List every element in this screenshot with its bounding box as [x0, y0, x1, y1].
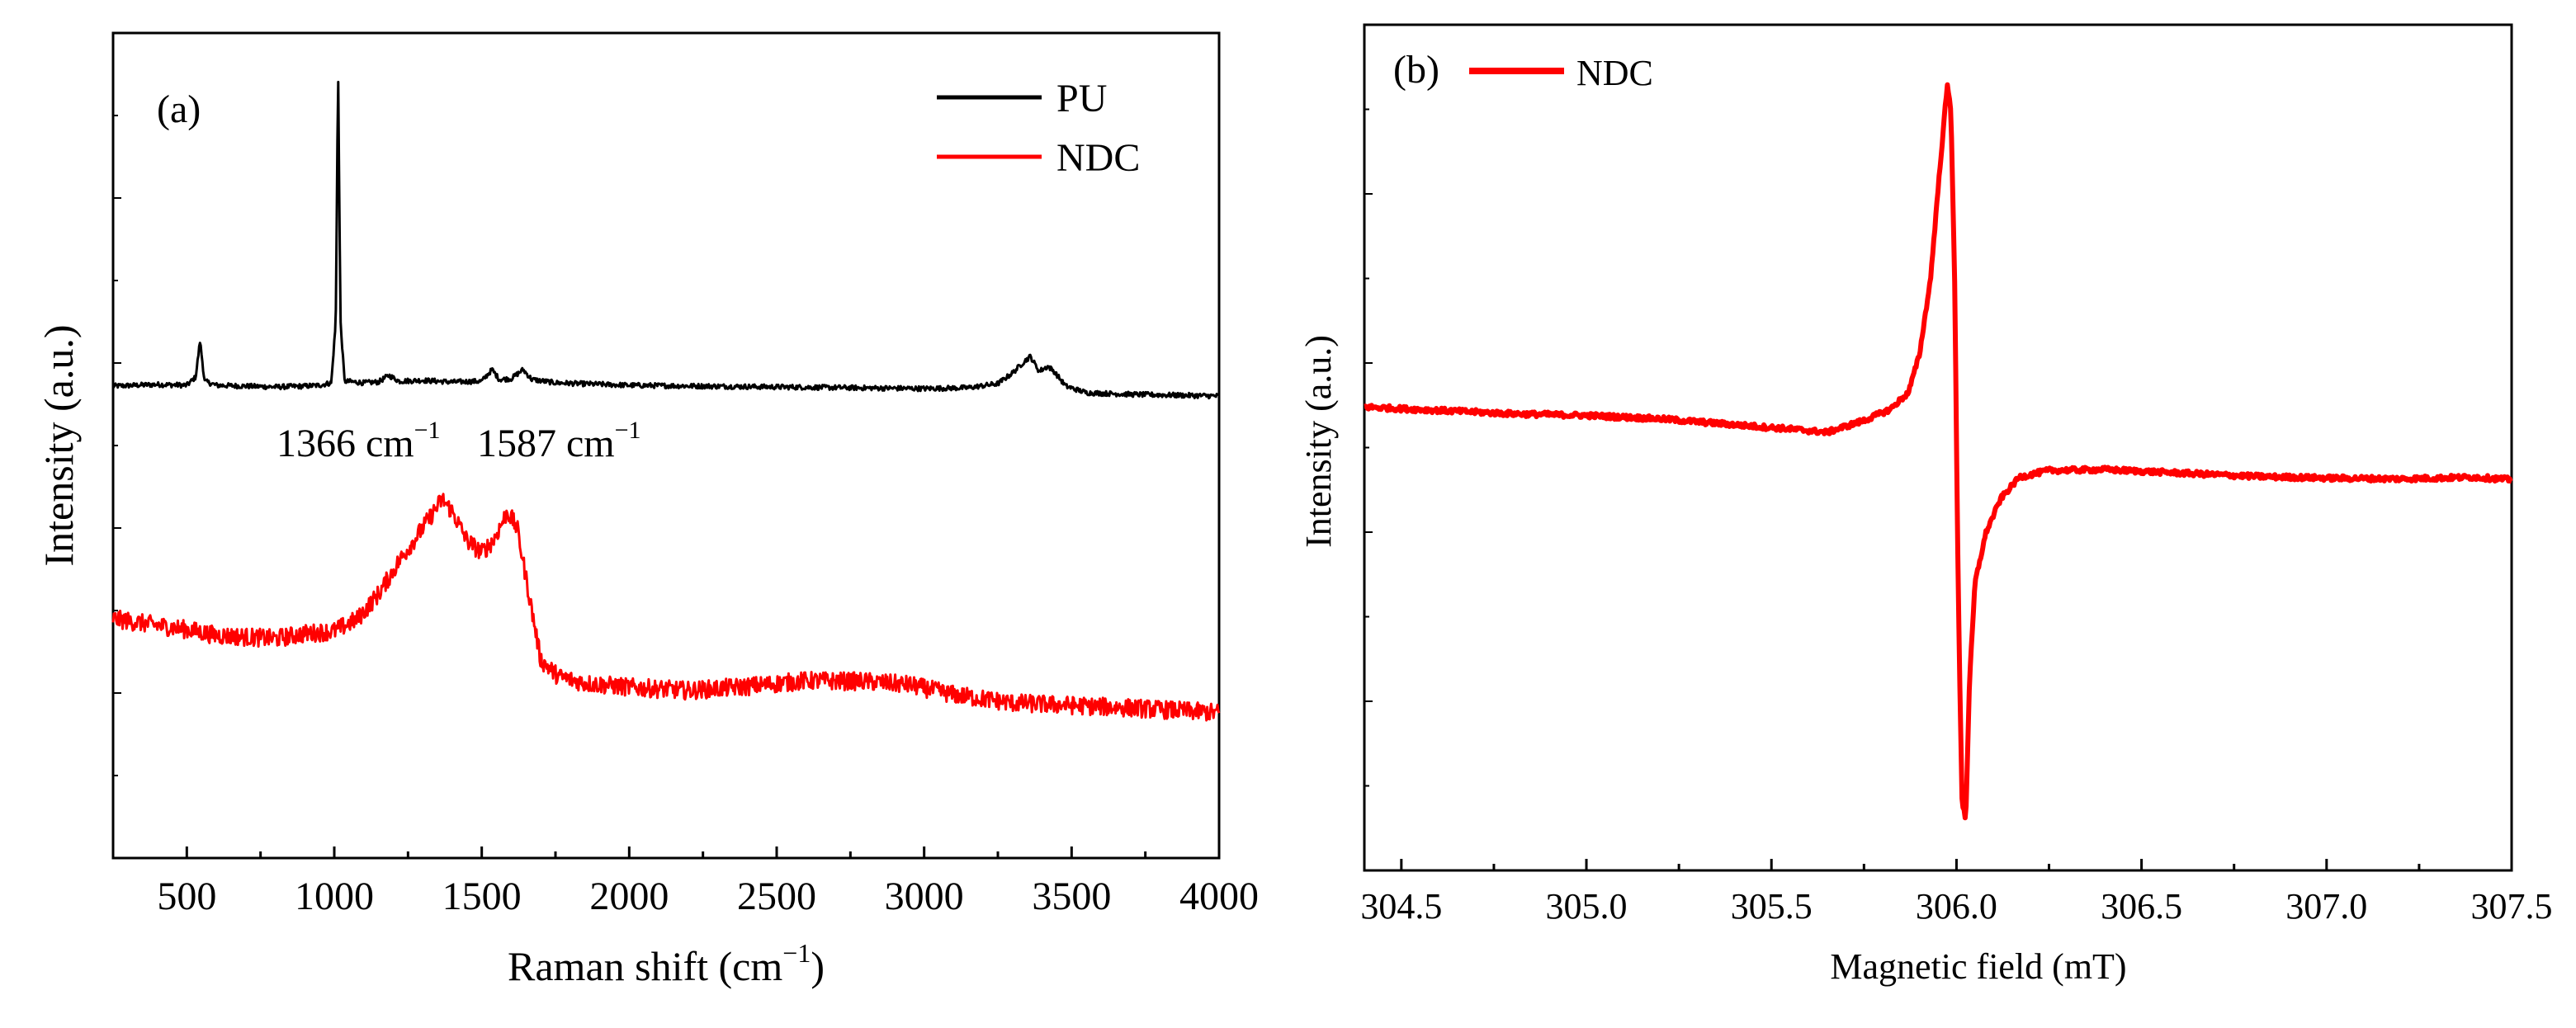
panel-a-legend: PU NDC [937, 77, 1140, 180]
series-line-ndc [111, 493, 1221, 722]
x-tick-label: 3500 [1032, 875, 1111, 918]
panel-b-legend: NDC [1469, 53, 1653, 93]
series-line-ndc [1363, 82, 2513, 821]
x-tick-label: 3000 [885, 875, 964, 918]
x-tick-label: 307.5 [2471, 886, 2553, 927]
x-tick-label: 2000 [589, 875, 669, 918]
panel-b-x-axis-ticks: 304.5 305.0 305.5 306.0 306.5 307.0 307.5 [1360, 108, 2553, 927]
x-tick-label: 305.5 [1731, 886, 1813, 927]
x-tick-label: 4000 [1179, 875, 1259, 918]
panel-a-label: (a) [157, 87, 201, 131]
panel-b-x-axis-title: Magnetic field (mT) [1830, 946, 2126, 987]
panel-b-label: (b) [1393, 48, 1439, 92]
x-tick-label: 1000 [295, 875, 374, 918]
panel-a-x-axis-title: Raman shift (cm−1) [508, 938, 825, 989]
x-tick-label: 307.0 [2285, 886, 2367, 927]
x-tick-label: 1500 [442, 875, 522, 918]
legend-label-pu: PU [1056, 77, 1107, 120]
x-tick-label: 305.0 [1546, 886, 1628, 927]
x-tick-label: 2500 [737, 875, 816, 918]
annotation-1366: 1366 cm−1 [277, 417, 441, 465]
panel-b-series-group [1363, 82, 2513, 821]
panel-a-y-axis-title: Intensity (a.u.) [35, 325, 82, 567]
panel-b-epr-chart: 304.5 305.0 305.5 306.0 306.5 307.0 307.5 (b) … [1298, 23, 2553, 987]
panel-b-y-axis-title: Intensity (a.u.) [1298, 335, 1339, 548]
x-tick-label: 306.5 [2101, 886, 2182, 927]
x-tick-label: 306.0 [1916, 886, 1997, 927]
x-tick-label: 500 [157, 875, 216, 918]
legend-label-ndc: NDC [1056, 136, 1140, 180]
x-tick-label: 304.5 [1360, 886, 1442, 927]
legend-label-ndc-b: NDC [1576, 53, 1653, 93]
panel-a-x-axis-ticks: 500 1000 1500 2000 2500 3000 3500 4000 [111, 115, 1259, 918]
annotation-1587: 1587 cm−1 [477, 417, 641, 465]
panel-b-plot-frame [1363, 23, 2513, 872]
series-line-pu [111, 80, 1220, 400]
panel-a-series-group [111, 80, 1221, 722]
panel-a-raman-chart: 500 1000 1500 2000 2500 3000 3500 4000 (a) PU N… [35, 31, 1259, 989]
